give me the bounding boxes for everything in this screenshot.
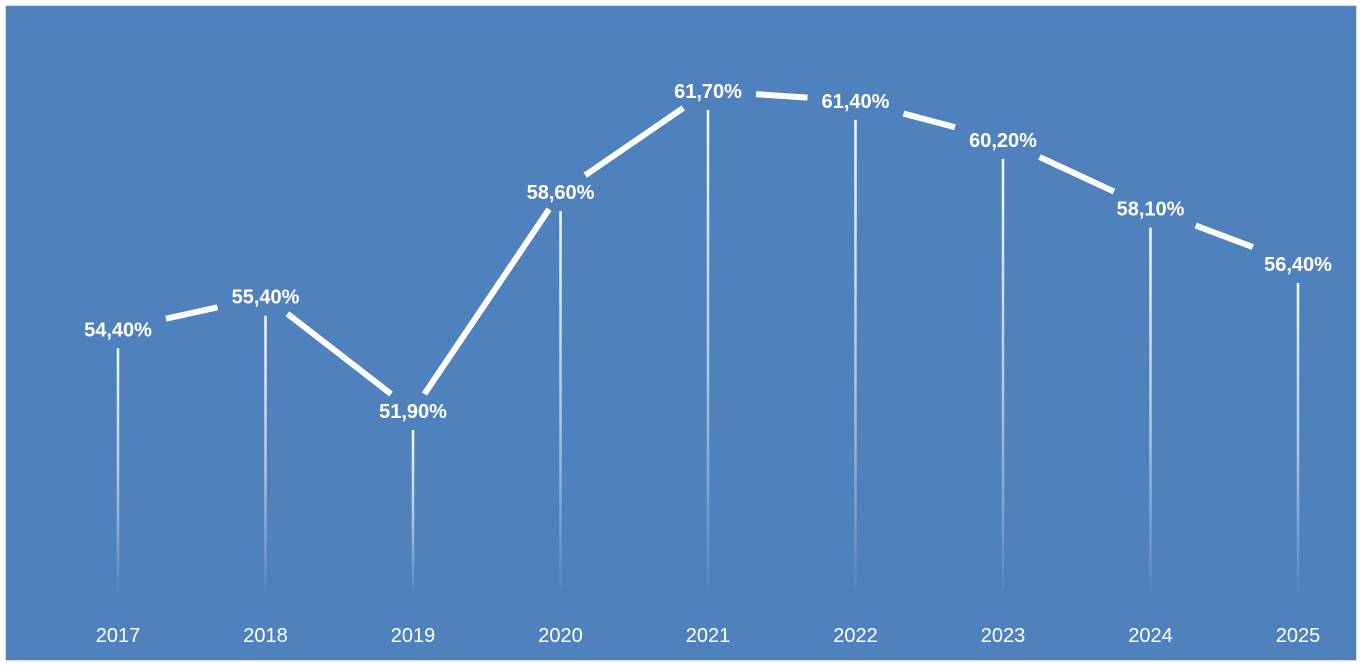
x-tick-label: 2025 — [1276, 625, 1321, 647]
data-label: 60,20% — [969, 130, 1037, 152]
x-tick-label: 2021 — [686, 625, 731, 647]
line-chart: 54,40% 55,40% 51,90% 58,60% 61,70% 61,40% 60,2… — [84, 81, 1332, 647]
data-label: 61,70% — [674, 81, 742, 103]
drop-line — [1149, 227, 1152, 589]
data-label: 51,90% — [379, 401, 447, 423]
data-label: 58,10% — [1117, 199, 1185, 221]
series-line-segment — [1038, 154, 1116, 195]
data-label: 58,60% — [527, 182, 595, 204]
series-line-segment — [421, 207, 552, 396]
series-line-segment — [285, 311, 393, 397]
x-tick-label: 2017 — [96, 625, 141, 647]
series-line-segment — [1194, 222, 1254, 250]
drop-line — [1001, 158, 1005, 589]
x-tick-label: 2020 — [538, 625, 583, 647]
x-tick-label: 2023 — [981, 625, 1026, 647]
data-label: 55,40% — [232, 287, 300, 309]
data-label: 56,40% — [1264, 254, 1332, 276]
x-tick-label: 2018 — [243, 625, 288, 647]
drop-line — [706, 110, 710, 589]
x-tick-label: 2022 — [833, 625, 878, 647]
x-tick-label: 2024 — [1128, 625, 1173, 647]
data-label: 54,40% — [84, 319, 152, 341]
x-axis-tick-labels: 2017 2018 2019 2020 2021 2022 2023 2024 2025 — [96, 625, 1321, 647]
drop-line — [559, 211, 562, 589]
x-tick-label: 2019 — [391, 625, 436, 647]
series-line-segment — [755, 91, 808, 101]
data-labels: 54,40% 55,40% 51,90% 58,60% 61,70% 61,40% 60,2… — [84, 81, 1332, 423]
chart-area: 54,40% 55,40% 51,90% 58,60% 61,70% 61,40% 60,2… — [5, 5, 1357, 661]
series-line-segment — [583, 105, 685, 178]
series-line — [165, 91, 1254, 397]
drop-line — [264, 315, 267, 589]
data-label: 61,40% — [822, 91, 890, 113]
series-line-segment — [165, 304, 219, 322]
series-line-segment — [902, 110, 956, 131]
drop-line — [116, 348, 120, 589]
drop-line — [411, 430, 415, 589]
drop-line — [1296, 283, 1300, 589]
drop-line — [854, 119, 857, 589]
drop-lines — [116, 110, 1300, 589]
